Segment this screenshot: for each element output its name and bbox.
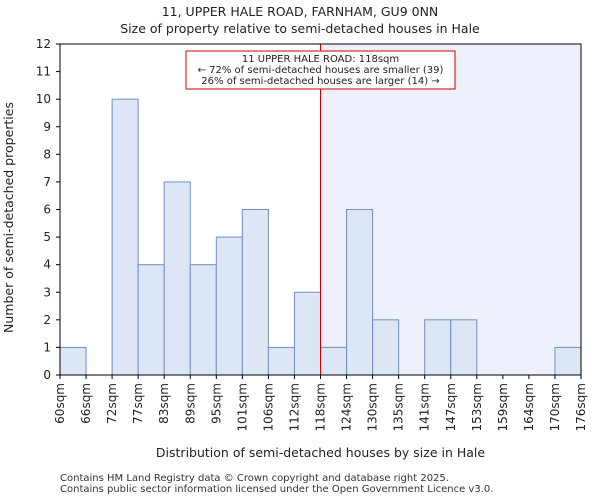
x-tick-label: 60sqm bbox=[53, 383, 67, 424]
x-tick-label: 176sqm bbox=[574, 383, 588, 431]
histogram-bar bbox=[320, 346, 348, 376]
x-tick-label: 83sqm bbox=[157, 383, 171, 424]
x-axis-label: Distribution of semi-detached houses by … bbox=[156, 445, 485, 460]
y-tick-label: 4 bbox=[43, 258, 51, 272]
x-tick-label: 170sqm bbox=[548, 383, 562, 431]
y-tick-label: 12 bbox=[36, 37, 51, 51]
histogram-bar bbox=[59, 346, 87, 376]
y-tick-label: 10 bbox=[36, 92, 51, 106]
histogram-bar bbox=[215, 236, 243, 376]
y-tick-label: 8 bbox=[43, 147, 51, 161]
y-tick-label: 5 bbox=[43, 230, 51, 244]
histogram-bar bbox=[163, 181, 191, 376]
y-tick-label: 2 bbox=[43, 313, 51, 327]
histogram-bar bbox=[293, 291, 322, 376]
x-tick-label: 89sqm bbox=[183, 383, 197, 424]
x-tick-label: 118sqm bbox=[314, 383, 328, 431]
x-tick-label: 153sqm bbox=[470, 383, 484, 431]
histogram-bar bbox=[424, 319, 452, 376]
histogram-bar bbox=[111, 98, 139, 376]
histogram-bar bbox=[189, 264, 217, 376]
annotation-line: 26% of semi-detached houses are larger (… bbox=[201, 76, 439, 87]
footer-copyright: Contains HM Land Registry data © Crown c… bbox=[60, 473, 449, 484]
annotation-line: 11 UPPER HALE ROAD: 118sqm bbox=[242, 54, 399, 65]
y-tick-label: 7 bbox=[43, 175, 51, 189]
annotation-line: ← 72% of semi-detached houses are smalle… bbox=[198, 65, 444, 76]
histogram-bar bbox=[137, 264, 165, 376]
x-tick-label: 124sqm bbox=[340, 383, 354, 431]
chart-title: 11, UPPER HALE ROAD, FARNHAM, GU9 0NN bbox=[161, 4, 439, 19]
x-tick-label: 147sqm bbox=[444, 383, 458, 431]
x-tick-label: 95sqm bbox=[209, 383, 223, 424]
histogram-bar bbox=[241, 209, 269, 376]
x-tick-label: 106sqm bbox=[261, 383, 275, 431]
x-tick-label: 164sqm bbox=[522, 383, 536, 431]
x-tick-label: 130sqm bbox=[366, 383, 380, 431]
y-tick-label: 9 bbox=[43, 120, 51, 134]
footer-licence: Contains public sector information licen… bbox=[60, 484, 494, 495]
x-tick-label: 159sqm bbox=[496, 383, 510, 431]
y-tick-label: 0 bbox=[43, 368, 51, 382]
x-tick-label: 72sqm bbox=[105, 383, 119, 424]
x-tick-label: 101sqm bbox=[235, 383, 249, 431]
annotation-box bbox=[185, 50, 456, 90]
histogram-bar bbox=[267, 346, 295, 376]
x-tick-label: 77sqm bbox=[131, 383, 145, 424]
histogram-bar bbox=[450, 319, 478, 376]
x-tick-label: 112sqm bbox=[287, 383, 301, 431]
x-tick-label: 135sqm bbox=[392, 383, 406, 431]
histogram-bar bbox=[372, 319, 400, 376]
histogram-bar bbox=[346, 209, 374, 376]
y-tick-label: 11 bbox=[36, 65, 51, 79]
histogram-bar bbox=[554, 346, 582, 376]
y-axis-label: Number of semi-detached properties bbox=[1, 102, 16, 333]
y-tick-label: 6 bbox=[43, 203, 51, 217]
y-tick-label: 3 bbox=[43, 285, 51, 299]
x-tick-label: 66sqm bbox=[79, 383, 93, 424]
x-tick-label: 141sqm bbox=[418, 383, 432, 431]
chart-subtitle: Size of property relative to semi-detach… bbox=[120, 21, 480, 36]
y-tick-label: 1 bbox=[43, 340, 51, 354]
